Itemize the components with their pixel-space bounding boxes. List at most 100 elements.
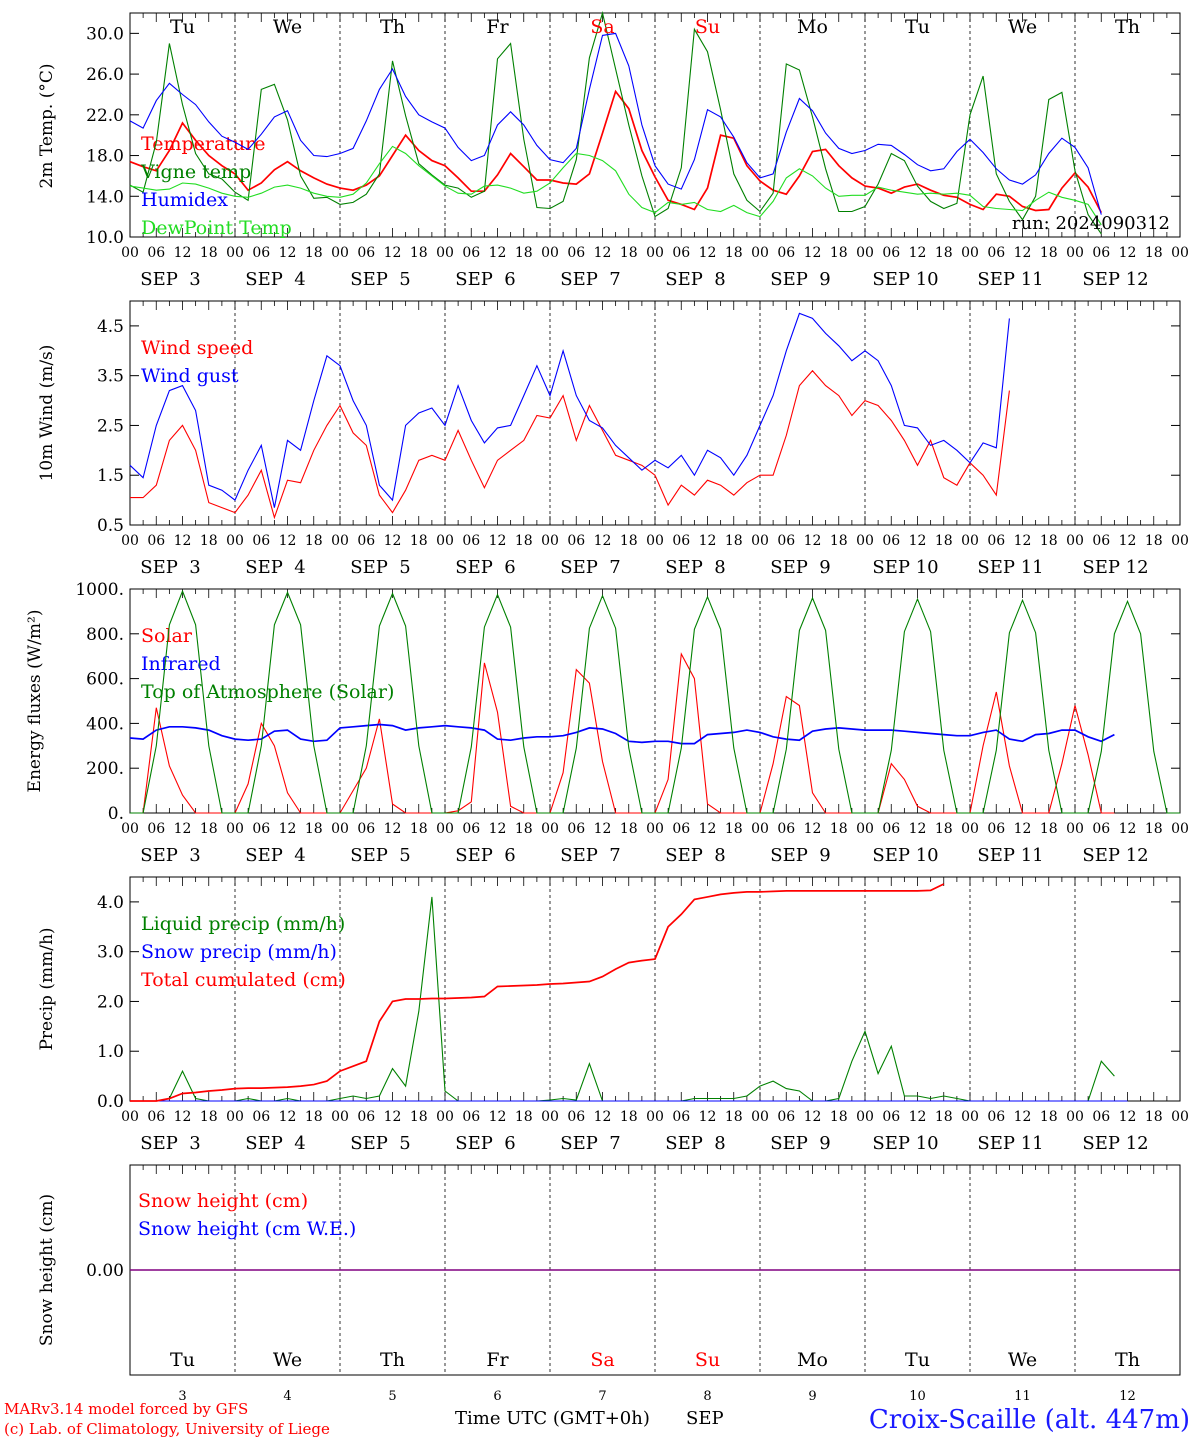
temperature-date-label: SEP 5	[350, 269, 410, 290]
precip-hour-label: 00	[121, 1109, 139, 1125]
wind-hour-label: 18	[515, 533, 533, 549]
temperature-ytick-label: 22.0	[86, 106, 124, 126]
energy-date-label: SEP 3	[140, 845, 200, 866]
snow-day-label: Tu	[170, 1349, 195, 1371]
wind-hour-label: 00	[856, 533, 874, 549]
energy-date-label: SEP 8	[665, 845, 725, 866]
bottom-day-number: 5	[388, 1389, 396, 1404]
energy-hour-label: 18	[1145, 821, 1163, 837]
wind-hour-label: 18	[935, 533, 953, 549]
energy-hour-label: 06	[357, 821, 375, 837]
energy-date-label: SEP 9	[770, 845, 830, 866]
precip-date-label: SEP 6	[455, 1133, 515, 1154]
temperature-day-label: Su	[695, 16, 720, 38]
temperature-hour-label: 06	[357, 245, 375, 261]
wind-hour-label: 18	[305, 533, 323, 549]
precip-ytick-label: 2.0	[97, 992, 124, 1012]
wind-ytick-label: 1.5	[97, 466, 124, 486]
temperature-hour-label: 00	[541, 245, 559, 261]
energy-hour-label: 12	[384, 821, 402, 837]
temperature-day-label: Mo	[797, 16, 828, 38]
precip-hour-label: 00	[751, 1109, 769, 1125]
temperature-hour-label: 00	[436, 245, 454, 261]
temperature-day-label: We	[1008, 16, 1037, 38]
wind-hour-label: 06	[357, 533, 375, 549]
temperature-hour-label: 12	[384, 245, 402, 261]
energy-hour-label: 00	[961, 821, 979, 837]
energy-hour-label: 18	[830, 821, 848, 837]
temperature-frame	[129, 12, 1181, 238]
temperature-hour-label: 06	[777, 245, 795, 261]
temperature-date-label: SEP 6	[455, 269, 515, 290]
wind-hour-label: 12	[909, 533, 927, 549]
precip-date-label: SEP 8	[665, 1133, 725, 1154]
precip-hour-label: 12	[699, 1109, 717, 1125]
wind-date-label: SEP 12	[1082, 557, 1148, 578]
temperature-hour-label: 00	[856, 245, 874, 261]
temperature-hour-label: 00	[751, 245, 769, 261]
wind-date-label: SEP 7	[560, 557, 620, 578]
precip-hour-label: 18	[620, 1109, 638, 1125]
energy-hour-label: 06	[147, 821, 165, 837]
wind-date-label: SEP 3	[140, 557, 200, 578]
wind-hour-label: 06	[462, 533, 480, 549]
precip-series-total-cumulated-cm-	[130, 883, 945, 1102]
temperature-hour-label: 00	[1171, 245, 1189, 261]
wind-date-label: SEP 10	[872, 557, 938, 578]
temperature-hour-label: 06	[1092, 245, 1110, 261]
energy-hour-label: 00	[1171, 821, 1189, 837]
energy-date-label: SEP 11	[977, 845, 1043, 866]
precip-hour-label: 18	[410, 1109, 428, 1125]
energy-hour-label: 00	[856, 821, 874, 837]
wind-hour-label: 12	[804, 533, 822, 549]
temperature-ytick-label: 10.0	[86, 228, 124, 248]
station-name: Croix-Scaille (alt. 447m)	[869, 1405, 1190, 1435]
precip-hour-label: 18	[200, 1109, 218, 1125]
precip-hour-label: 06	[672, 1109, 690, 1125]
precip-date-label: SEP 10	[872, 1133, 938, 1154]
wind-hour-label: 00	[646, 533, 664, 549]
energy-date-label: SEP 7	[560, 845, 620, 866]
temperature-day-label: Sa	[590, 16, 614, 38]
energy-legend-entry: Solar	[141, 625, 193, 647]
temperature-date-label: SEP 4	[245, 269, 305, 290]
precip-hour-label: 06	[252, 1109, 270, 1125]
energy-hour-label: 12	[699, 821, 717, 837]
energy-hour-label: 12	[279, 821, 297, 837]
temperature-series-dewpoint-temp	[129, 145, 1102, 226]
temperature-hour-label: 06	[672, 245, 690, 261]
temperature-day-label: We	[273, 16, 302, 38]
precip-hour-label: 00	[541, 1109, 559, 1125]
wind-ytick-label: 0.5	[97, 516, 124, 536]
energy-ylabel: Energy fluxes (W/m²)	[25, 610, 45, 793]
energy-date-label: SEP 10	[872, 845, 938, 866]
energy-hour-label: 00	[436, 821, 454, 837]
precip-date-label: SEP 4	[245, 1133, 305, 1154]
precip-date-label: SEP 9	[770, 1133, 830, 1154]
temperature-legend-entry: DewPoint Temp	[141, 217, 292, 239]
energy-hour-label: 00	[331, 821, 349, 837]
snow-legend-entry: Snow height (cm)	[138, 1190, 308, 1212]
precip-hour-label: 18	[1145, 1109, 1163, 1125]
snow-day-label: We	[1008, 1349, 1037, 1371]
temperature-series-vigne-temp	[129, 10, 1102, 235]
temperature-hour-label: 18	[305, 245, 323, 261]
energy-ytick-label: 600.	[86, 670, 124, 690]
temperature-hour-label: 18	[1040, 245, 1058, 261]
wind-hour-label: 12	[174, 533, 192, 549]
wind-hour-label: 06	[777, 533, 795, 549]
temperature-date-label: SEP 10	[872, 269, 938, 290]
temperature-hour-label: 18	[200, 245, 218, 261]
precip-hour-label: 18	[725, 1109, 743, 1125]
energy-hour-label: 00	[541, 821, 559, 837]
precip-legend-entry: Snow precip (mm/h)	[141, 941, 337, 963]
precip-hour-label: 18	[1040, 1109, 1058, 1125]
precip-hour-label: 06	[567, 1109, 585, 1125]
precip-hour-label: 12	[909, 1109, 927, 1125]
wind-legend-entry: Wind speed	[141, 337, 253, 359]
wind-hour-label: 00	[1066, 533, 1084, 549]
temperature-hour-label: 06	[567, 245, 585, 261]
snow-day-label: Su	[695, 1349, 720, 1371]
snow-day-label: We	[273, 1349, 302, 1371]
